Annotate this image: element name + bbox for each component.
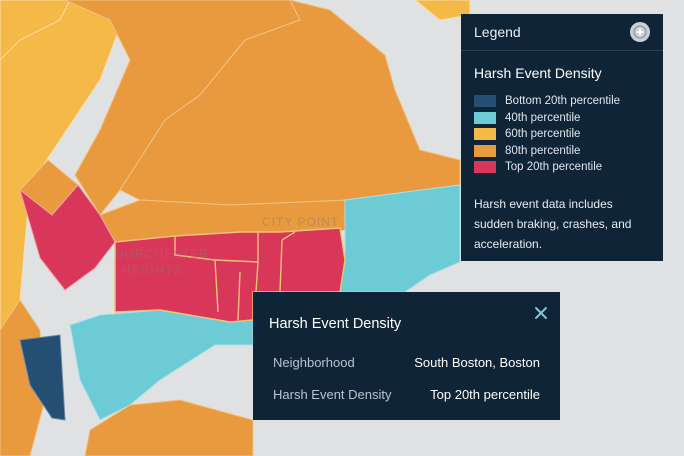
popup-title: Harsh Event Density (269, 316, 402, 332)
popup-key: Neighborhood (273, 354, 355, 370)
legend-item-label: 60th percentile (505, 128, 581, 141)
legend-swatch (474, 111, 496, 124)
map-label-city-point: CITY POINT (262, 215, 339, 229)
close-icon[interactable] (533, 305, 549, 321)
legend-item-label: Top 20th percentile (505, 161, 603, 174)
legend-panel: Legend Harsh Event Density Bottom 20th p… (461, 14, 663, 261)
legend-item-bottom20: Bottom 20th percentile (474, 93, 650, 110)
legend-item-top20: Top 20th percentile (474, 159, 650, 176)
popup-row-neighborhood: Neighborhood South Boston, Boston (269, 346, 540, 378)
legend-item-80th: 80th percentile (474, 143, 650, 160)
legend-item-40th: 40th percentile (474, 110, 650, 127)
region-top20-subdivisions (174, 231, 296, 321)
popup-key: Harsh Event Density (273, 386, 392, 402)
popup-row-density: Harsh Event Density Top 20th percentile (269, 378, 540, 410)
region-60th-north[interactable] (0, 0, 71, 61)
legend-item-label: 80th percentile (505, 144, 581, 157)
legend-title: Legend (474, 24, 521, 40)
legend-item-label: 40th percentile (505, 111, 581, 124)
region-bottom20[interactable] (19, 334, 66, 421)
popup-value: Top 20th percentile (430, 386, 540, 402)
legend-body: Harsh Event Density Bottom 20th percenti… (461, 51, 663, 254)
legend-heading: Harsh Event Density (474, 65, 602, 81)
legend-header: Legend (461, 14, 663, 51)
legend-swatch (474, 161, 496, 174)
legend-swatch (474, 128, 496, 141)
popup-value: South Boston, Boston (414, 354, 540, 370)
map-label-dorchester: DORCHESTER (115, 247, 209, 261)
legend-item-label: Bottom 20th percentile (505, 95, 621, 108)
legend-swatch (474, 144, 496, 157)
legend-item-60th: 60th percentile (474, 126, 650, 143)
legend-swatch (474, 95, 496, 108)
info-popup: Harsh Event Density Neighborhood South B… (253, 292, 560, 420)
compass-icon[interactable] (630, 22, 650, 42)
legend-note: Harsh event data includes sudden braking… (474, 196, 632, 251)
map-label-heights: HEIGHTS (122, 263, 182, 277)
